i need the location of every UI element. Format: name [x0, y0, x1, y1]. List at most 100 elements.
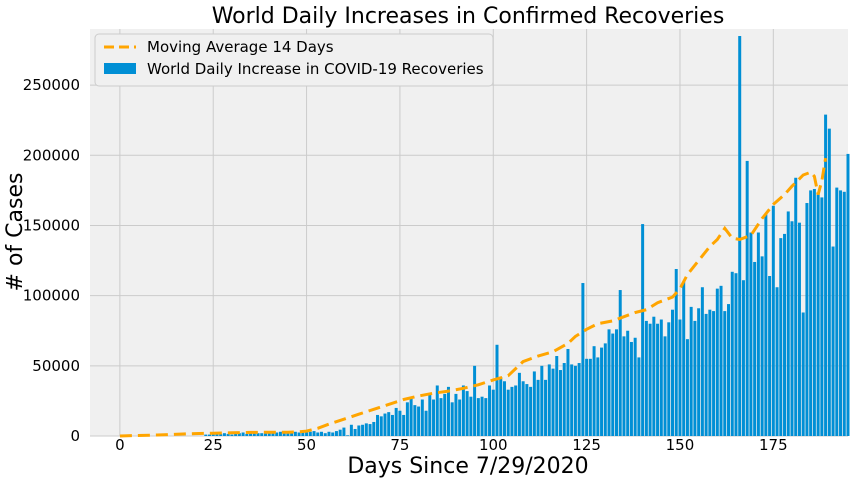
bar [536, 379, 540, 436]
legend: Moving Average 14 Days World Daily Incre… [94, 33, 494, 87]
bar [409, 396, 413, 436]
bar [290, 432, 294, 436]
bar [327, 431, 331, 436]
bar [562, 363, 566, 436]
bar [529, 386, 533, 436]
bar [323, 433, 327, 436]
bar [532, 371, 536, 436]
bar [730, 271, 734, 436]
bar [301, 431, 305, 436]
bar [671, 309, 674, 436]
bar [215, 433, 219, 436]
bar [622, 336, 626, 436]
bar [842, 191, 846, 436]
bar [633, 337, 637, 436]
bar [264, 432, 267, 436]
bar [207, 434, 211, 436]
bar [402, 414, 406, 436]
bar [779, 238, 783, 436]
y-tick-label: 200000 [23, 146, 80, 164]
bar [801, 312, 805, 436]
bar [424, 410, 428, 436]
bar [502, 381, 506, 436]
x-tick-label: 50 [297, 436, 316, 454]
bar [809, 190, 813, 436]
bar [211, 433, 215, 436]
bar [820, 197, 824, 436]
bar [592, 346, 596, 436]
bar [760, 256, 764, 436]
bar [644, 320, 648, 436]
x-tick-label: 125 [572, 436, 601, 454]
bar [312, 431, 316, 436]
bar [361, 424, 365, 436]
bar [629, 341, 633, 436]
bar [245, 433, 249, 436]
x-tick-label: 0 [115, 436, 125, 454]
bar [379, 416, 383, 436]
chart-title: World Daily Increases in Confirmed Recov… [212, 4, 725, 29]
bar [521, 381, 525, 436]
bar [461, 385, 465, 436]
plot-background [90, 29, 848, 436]
bar [252, 432, 256, 436]
x-tick-label: 175 [759, 436, 788, 454]
bar [495, 344, 499, 436]
bar [417, 406, 421, 436]
bar [708, 309, 712, 436]
bar [585, 358, 589, 436]
y-axis-label: # of Cases [3, 173, 28, 292]
bar [432, 399, 436, 436]
y-tick-label: 50000 [32, 357, 80, 375]
bar [581, 283, 585, 436]
bar [652, 316, 656, 436]
bar [566, 348, 570, 436]
legend-label-moving-average: Moving Average 14 Days [147, 38, 334, 56]
bar [305, 432, 309, 436]
x-tick-labels: 0 25 50 75 100 125 150 175 [115, 436, 788, 454]
bar [293, 431, 297, 436]
bar [316, 432, 320, 436]
bar [346, 435, 350, 436]
legend-label-recoveries: World Daily Increase in COVID-19 Recover… [147, 60, 484, 78]
bar [286, 431, 290, 436]
bar [320, 431, 324, 436]
bar [678, 319, 682, 436]
bar [260, 433, 264, 436]
bar [420, 399, 424, 436]
bar [648, 323, 652, 436]
bar [439, 398, 443, 436]
bar [663, 336, 667, 436]
bar [745, 160, 749, 436]
bar [831, 246, 835, 436]
bar [700, 287, 704, 436]
bar [794, 177, 798, 437]
bar [473, 365, 477, 436]
bar [237, 433, 241, 436]
bar [551, 368, 555, 436]
bar [685, 339, 689, 436]
bar [469, 396, 473, 436]
bar [334, 431, 338, 436]
x-axis-label: Days Since 7/29/2020 [347, 454, 588, 479]
bar [723, 311, 727, 436]
bar [308, 431, 312, 436]
bar [394, 407, 398, 436]
bar [443, 393, 447, 436]
bar [738, 36, 742, 436]
bar [797, 222, 801, 436]
bar [267, 433, 271, 436]
bar [435, 385, 439, 436]
bar [689, 306, 693, 436]
x-tick-label: 150 [666, 436, 695, 454]
bar [659, 319, 663, 436]
bar [230, 434, 234, 436]
bar [219, 433, 223, 436]
bar [783, 233, 787, 436]
bar [491, 389, 495, 436]
bar [626, 330, 630, 436]
bar [674, 268, 678, 436]
bar [618, 290, 622, 436]
bar [387, 412, 391, 436]
